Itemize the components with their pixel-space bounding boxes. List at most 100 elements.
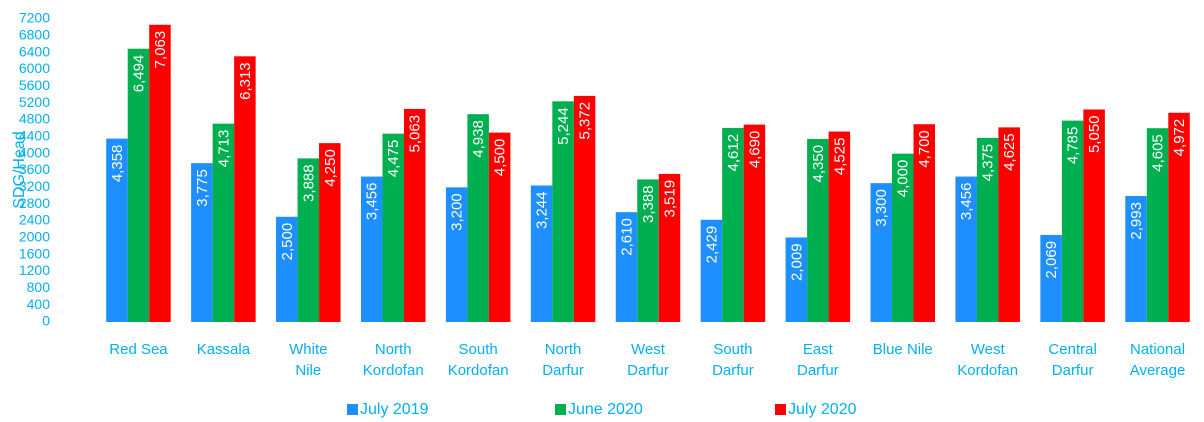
value-label: 3,888 [300,164,317,202]
x-tick-label: West Kordofan [957,341,1018,379]
bar [191,163,213,322]
value-label: 3,388 [640,185,657,223]
value-label: 5,244 [555,107,572,145]
bar [700,219,723,322]
value-label: 2,500 [279,223,296,261]
value-label: 4,612 [725,134,742,172]
value-label: 4,938 [470,120,487,158]
x-tick-label: West Darfur [627,341,669,379]
bar [276,216,298,322]
value-label: 4,358 [109,145,126,183]
bar [976,137,999,322]
bar [1168,112,1190,323]
bar [106,138,128,322]
bar [360,176,383,322]
value-label: 4,785 [1065,127,1082,165]
y-tick-label: 3200 [19,178,50,194]
value-label: 4,605 [1150,134,1167,172]
value-label: 4,690 [746,131,763,169]
value-label: 3,456 [958,183,975,221]
bar [530,185,553,322]
y-tick-label: 2000 [19,229,50,245]
y-tick-label: 6800 [19,27,50,43]
value-label: 4,625 [1001,133,1018,171]
bar [297,158,320,322]
x-tick-label: Kassala [197,341,251,358]
y-tick-label: 400 [27,296,51,312]
legend-swatch [347,404,358,415]
y-tick-label: 0 [42,313,50,329]
bar [1146,128,1169,322]
y-tick-label: 2800 [19,195,50,211]
bar [1083,109,1105,323]
value-label: 4,972 [1171,119,1188,157]
x-tick-label: Blue Nile [873,341,933,358]
value-label: 7,063 [152,31,169,69]
bar [149,24,171,323]
x-tick-label: Central Darfur [1048,341,1096,379]
bar [785,237,808,322]
value-label: 2,429 [703,226,720,264]
legend-label: July 2019 [360,401,429,418]
bar [403,108,426,322]
y-tick-label: 4800 [19,111,50,127]
value-label: 4,350 [810,145,827,183]
bar [467,114,489,322]
value-label: 5,050 [1086,115,1103,153]
bar [1061,120,1084,322]
value-label: 3,519 [661,180,678,218]
value-label: 6,313 [237,62,254,100]
bar [445,187,468,322]
y-tick-label: 3600 [19,161,50,177]
value-label: 2,993 [1128,202,1145,240]
bar [319,143,341,322]
value-label: 2,009 [788,243,805,281]
y-tick-label: 6400 [19,43,50,59]
value-label: 2,069 [1043,241,1060,279]
bar [212,123,235,322]
x-tick-label: North Darfur [542,341,584,379]
value-label: 4,375 [980,144,997,182]
y-tick-label: 4400 [19,128,50,144]
y-tick-label: 6000 [19,60,50,76]
x-tick-label: National Average [1130,341,1186,379]
x-tick-label: Red Sea [109,341,168,358]
legend-swatch [775,404,786,415]
x-tick-label: South Darfur [712,341,754,379]
bar [658,173,681,322]
value-label: 4,713 [215,130,232,168]
value-label: 5,372 [577,102,594,140]
value-label: 4,000 [895,160,912,198]
value-label: 4,700 [916,130,933,168]
value-label: 2,610 [618,218,635,256]
bar [1125,196,1147,322]
y-axis-label: SDG/Head [11,131,28,208]
bar [552,101,574,322]
value-label: 4,500 [492,139,509,177]
bar [127,48,150,322]
x-tick-label: South Kordofan [448,341,509,379]
bar [573,95,596,322]
value-label: 4,475 [385,140,402,178]
y-tick-label: 5200 [19,94,50,110]
y-tick-label: 5600 [19,77,50,93]
bar [807,138,829,322]
bar [637,179,659,322]
bar [234,56,256,323]
bar [828,131,851,322]
y-tick-label: 800 [27,279,51,295]
legend-label: June 2020 [568,401,643,418]
bar [488,132,511,322]
y-tick-label: 7200 [19,10,50,26]
y-tick-label: 1200 [19,262,50,278]
bar [913,124,936,322]
bar [955,176,977,322]
value-label: 3,300 [873,189,890,227]
value-label: 3,200 [449,193,466,231]
bar [870,183,893,322]
value-label: 6,494 [130,55,147,93]
value-label: 4,250 [322,149,339,187]
bar [382,133,404,322]
value-label: 3,456 [364,183,381,221]
